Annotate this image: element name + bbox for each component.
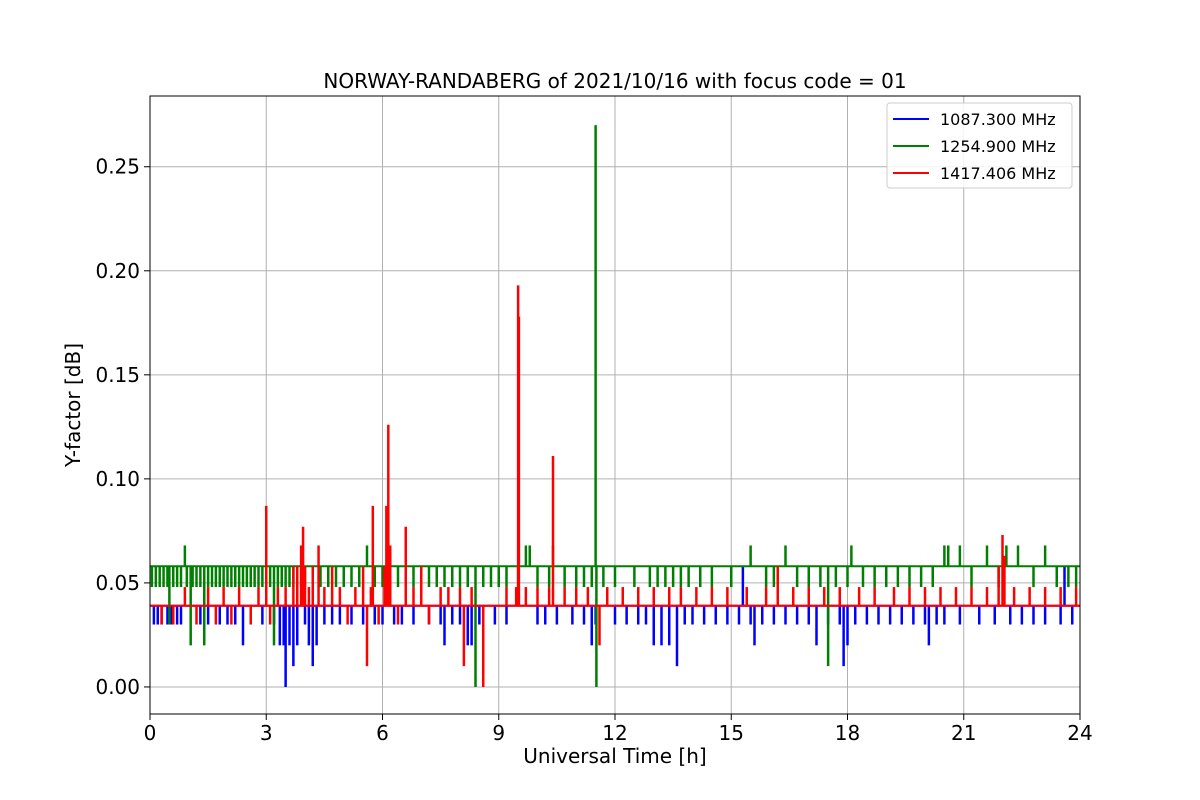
y-tick-label: 0.10 [95, 467, 140, 491]
x-tick-label: 12 [602, 721, 627, 745]
legend: 1087.300 MHz 1254.900 MHz 1417.406 MHz [886, 102, 1073, 189]
x-tick-label: 3 [260, 721, 273, 745]
legend-box [886, 102, 1073, 189]
legend-label: 1417.406 MHz [940, 164, 1056, 183]
x-tick-label: 6 [376, 721, 389, 745]
x-tick-label: 21 [951, 721, 976, 745]
y-tick-label: 0.05 [95, 571, 140, 595]
x-tick-label: 15 [719, 721, 744, 745]
x-tick-label: 24 [1067, 721, 1092, 745]
y-tick-label: 0.25 [95, 155, 140, 179]
y-tick-label: 0.00 [95, 675, 140, 699]
y-tick-label: 0.15 [95, 363, 140, 387]
chart-title: NORWAY-RANDABERG of 2021/10/16 with focu… [323, 69, 906, 93]
x-tick-label: 18 [835, 721, 860, 745]
x-axis-title: Universal Time [h] [523, 744, 706, 768]
ticks: 0 3 6 9 12 15 18 21 24 0.00 0.05 0.10 0.15 0.20 0.25 [95, 155, 1092, 745]
y-tick-label: 0.20 [95, 259, 140, 283]
legend-label: 1254.900 MHz [940, 137, 1056, 156]
x-tick-label: 9 [492, 721, 505, 745]
legend-label: 1087.300 MHz [940, 110, 1056, 129]
y-axis-title: Y-factor [dB] [61, 343, 85, 468]
x-tick-label: 0 [144, 721, 157, 745]
series-2 [150, 285, 1080, 687]
series-group [150, 125, 1080, 687]
